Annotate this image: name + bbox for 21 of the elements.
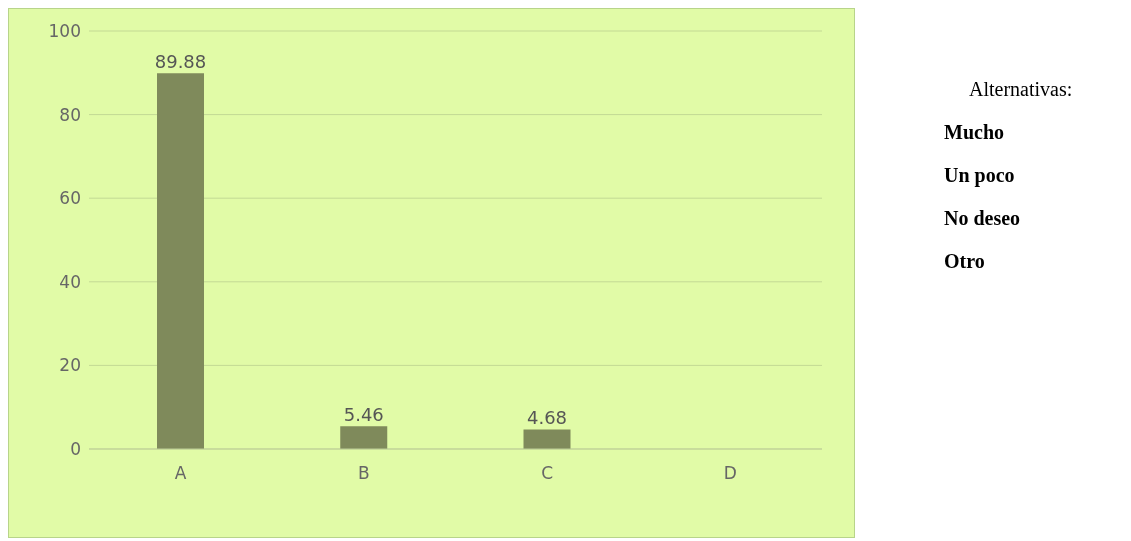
y-tick-label: 100 [48,21,81,42]
y-tick-label: 80 [59,104,81,125]
x-tick-label: C [541,463,554,484]
x-tick-label: B [358,463,370,484]
y-tick-label: 0 [70,439,81,460]
text: Mucho [944,121,1005,145]
data-label: 89.88 [154,51,207,73]
data-label: 4.68 [526,407,568,429]
text: No deseo [944,207,1022,231]
bar [340,426,388,449]
x-tick-label: A [174,463,187,484]
data-label: 5.46 [343,404,384,426]
y-tick-label: 20 [59,355,81,376]
text: Otro [944,250,986,274]
y-tick-label: 40 [59,271,81,292]
bar [523,429,571,449]
bar [157,73,204,449]
y-tick-label: 60 [59,188,81,209]
x-tick-label: D [723,463,737,484]
text: Un poco [944,164,1016,189]
text: Alternativas: [969,78,1073,102]
